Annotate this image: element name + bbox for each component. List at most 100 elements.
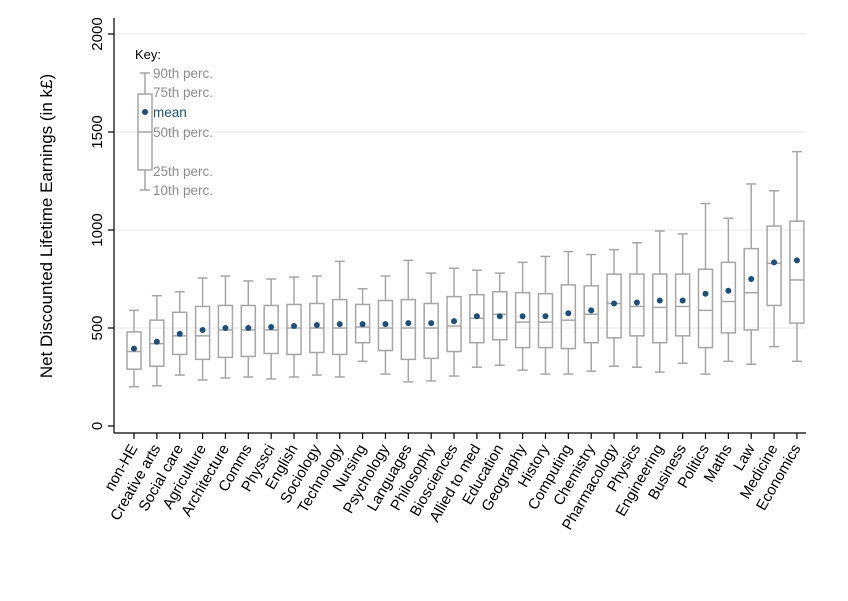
mean-dot [222,325,229,331]
key-label-p75: 75th perc. [153,85,213,100]
mean-dot [359,321,366,328]
box-law [743,183,759,366]
mean-dot [519,313,526,320]
box-medicine [766,190,782,348]
mean-dot [633,299,640,306]
box-iqr [194,305,211,361]
box-politics [697,202,714,375]
key-label-p50: 50th perc. [153,125,213,140]
mean-dot [725,287,732,294]
mean-dot [268,324,275,331]
mean-dot [473,313,480,320]
box-series [126,150,805,388]
box-iqr [720,261,737,334]
y-tick-label: 1000 [89,213,106,246]
key-mean-dot [142,109,148,115]
box-iqr [629,273,645,337]
box-agriculture [194,277,211,381]
box-physics [629,241,645,368]
box-iqr [217,304,234,359]
box-social-care [171,290,188,376]
box-iqr [789,220,805,324]
box-iqr [606,273,622,339]
y-tick-label: 0 [89,422,106,430]
mean-dot [153,338,160,345]
box-comms [240,280,257,378]
mean-dot [313,322,320,329]
box-chemistry [583,253,599,372]
box-architecture [217,275,234,379]
key-label-mean: mean [153,105,187,120]
box-languages [400,259,417,383]
y-tick-label: 1500 [89,115,106,148]
key-label-p25: 25th perc. [153,164,213,179]
box-iqr [400,298,417,361]
box-allied-to-med [469,269,485,368]
mean-dot [131,345,137,352]
mean-dot [588,307,595,314]
key-label-p10: 10th perc. [153,183,213,198]
key-title: Key: [135,47,161,62]
box-maths [720,217,737,363]
axes [113,18,806,434]
y-tick-label: 2000 [89,17,106,50]
mean-dot [702,290,709,297]
box-iqr [286,303,302,356]
box-engineering [652,230,668,373]
box-economics [789,150,805,363]
box-iqr [446,295,462,353]
box-history [537,255,554,375]
box-geography [514,261,531,371]
y-ticks: 0 500 1000 1500 2000 [89,17,114,430]
mean-dot [291,323,298,330]
box-psychology [377,275,394,375]
mean-dot [656,297,663,304]
mean-dot [428,320,435,327]
box-creative-arts [149,294,165,387]
mean-dot [771,259,778,266]
box-iqr [766,225,782,307]
box-iqr [560,284,577,350]
key-label-p90: 90th perc. [153,66,213,81]
key-legend: Key: 90th perc. 75th perc. mean 50th perc. 2… [135,47,213,198]
box-iqr [331,298,348,356]
box-biosciences [446,267,462,377]
y-axis-label: Net Discounted Lifetime Earnings (in k£) [37,74,56,378]
box-pharmacology [606,248,622,367]
box-physsci [263,278,279,380]
box-philosophy [423,272,439,382]
box-computing [560,250,577,375]
mean-dot [176,330,183,337]
mean-series [131,257,800,352]
box-iqr [377,299,394,352]
box-technology [331,260,348,378]
box-iqr [537,292,554,349]
mean-dot [405,320,412,327]
mean-dot [542,313,549,320]
mean-dot [245,325,252,331]
mean-dot [793,257,800,264]
mean-dot [565,310,572,317]
box-iqr [743,247,759,331]
mean-dot [611,300,618,307]
box-iqr [492,290,508,341]
mean-dot [496,313,503,320]
box-iqr [514,291,531,349]
box-iqr [674,273,691,337]
box-iqr [652,273,668,344]
box-education [492,272,508,366]
key-box [137,72,153,191]
mean-dot [382,321,389,328]
mean-dot [679,297,686,304]
box-iqr [126,331,142,370]
box-iqr [697,268,714,349]
box-iqr [240,304,257,358]
box-business [674,233,691,365]
y-tick-label: 500 [89,315,106,340]
mean-dot [748,276,755,282]
mean-dot [451,318,458,325]
box-iqr [423,302,439,360]
mean-dot [336,321,343,328]
